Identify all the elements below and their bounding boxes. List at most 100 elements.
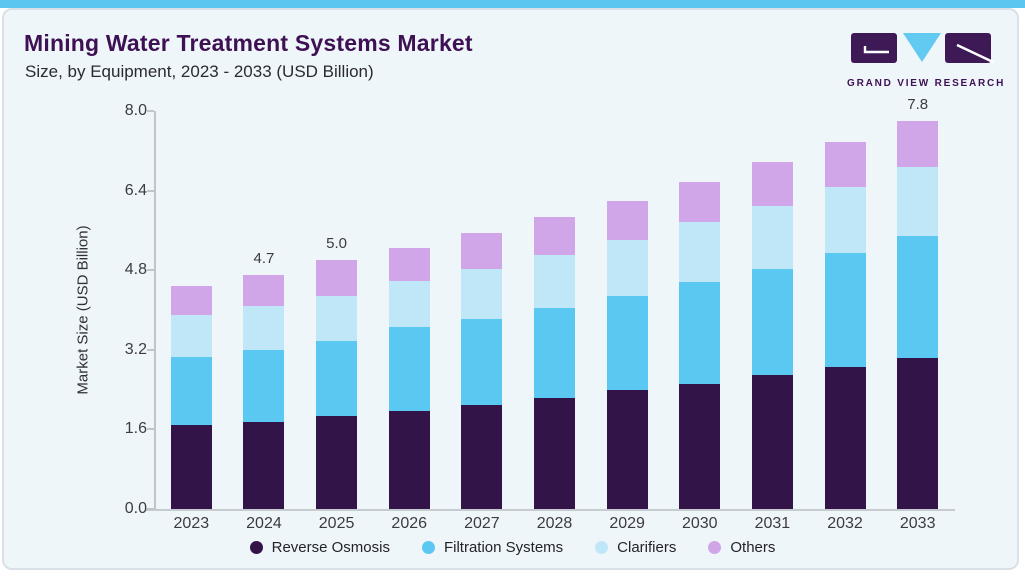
bar-segment-2025-clarifiers	[316, 295, 358, 341]
brand-logo: GRAND VIEW RESEARCH	[847, 30, 1006, 89]
x-axis-label-2025: 2025	[318, 515, 355, 532]
bar-segment-2029-others	[606, 200, 648, 241]
y-tick-label: 6.4	[124, 181, 147, 199]
bar-segment-2032-clarifiers	[824, 187, 866, 253]
page-subtitle: Size, by Equipment, 2023 - 2033 (USD Bil…	[25, 62, 374, 81]
legend-item-others: Others	[708, 539, 775, 556]
y-tick-label: 4.8	[124, 261, 147, 279]
bar-segment-2024-clarifiers	[243, 305, 285, 351]
gvr-logo-icon	[851, 33, 994, 64]
legend-swatch-icon	[595, 541, 609, 554]
bar-2030	[679, 181, 721, 509]
bar-segment-2028-clarifiers	[534, 254, 575, 308]
x-axis-label-2031: 2031	[754, 515, 791, 532]
bar-segment-2027-others	[461, 232, 503, 270]
legend-item-reverse-osmosis: Reverse Osmosis	[249, 539, 390, 556]
legend-label: Others	[730, 539, 776, 556]
bar-2027	[461, 232, 503, 509]
bar-segment-2025-others	[316, 260, 358, 296]
bar-segment-2024-others	[243, 275, 285, 306]
y-tick-mark	[147, 348, 154, 351]
x-axis-label-2027: 2027	[464, 515, 500, 532]
bar-value-label-2024: 4.7	[253, 250, 275, 268]
y-tick-mark	[147, 428, 154, 431]
x-axis-label-2030: 2030	[681, 515, 718, 532]
bar-segment-2025-filtration-systems	[316, 340, 358, 416]
bar-2031	[751, 162, 793, 509]
bar-2025	[316, 260, 358, 509]
bar-segment-2029-clarifiers	[606, 240, 648, 296]
y-axis-line	[154, 111, 156, 509]
bar-segment-2030-clarifiers	[679, 221, 721, 283]
bar-2029	[606, 200, 648, 509]
x-axis-line	[146, 509, 955, 511]
legend-swatch-icon	[249, 541, 263, 554]
bar-segment-2027-reverse-osmosis	[461, 404, 503, 509]
chart-legend: Reverse Osmosis Filtration Systems Clarifi…	[4, 539, 1021, 556]
x-axis-label-2028: 2028	[536, 515, 573, 532]
page-title: Mining Water Treatment Systems Market	[24, 30, 473, 56]
bar-segment-2031-reverse-osmosis	[751, 375, 793, 509]
bar-segment-2030-reverse-osmosis	[679, 383, 721, 509]
bar-segment-2029-filtration-systems	[606, 295, 648, 390]
bar-segment-2026-filtration-systems	[388, 327, 430, 411]
bar-segment-2026-reverse-osmosis	[388, 411, 430, 509]
y-tick-label: 8.0	[124, 102, 147, 119]
bar-segment-2023-others	[170, 286, 212, 315]
bar-segment-2033-clarifiers	[897, 167, 939, 237]
legend-label: Clarifiers	[617, 539, 677, 556]
bar-2028	[534, 217, 575, 509]
bar-segment-2024-filtration-systems	[243, 350, 285, 423]
bar-segment-2030-filtration-systems	[679, 282, 721, 384]
bar-segment-2031-clarifiers	[751, 205, 793, 269]
chart-card: Mining Water Treatment Systems Market Si…	[2, 8, 1019, 570]
x-axis-label-2024: 2024	[246, 515, 282, 532]
bar-segment-2029-reverse-osmosis	[606, 389, 648, 509]
bar-segment-2023-clarifiers	[170, 314, 212, 358]
y-tick-mark	[147, 110, 154, 112]
bar-segment-2028-filtration-systems	[534, 307, 575, 399]
bar-segment-2027-filtration-systems	[461, 319, 503, 405]
bar-segment-2032-others	[824, 142, 866, 188]
x-axis-label-2026: 2026	[391, 515, 428, 532]
bar-segment-2026-others	[388, 247, 430, 281]
x-axis-label-2033: 2033	[899, 515, 936, 532]
legend-swatch-icon	[708, 541, 722, 554]
y-axis-title: Market Size (USD Billion)	[74, 225, 92, 395]
legend-swatch-icon	[421, 541, 435, 554]
bar-segment-2032-filtration-systems	[824, 252, 866, 367]
y-tick-label: 0.0	[124, 500, 147, 517]
x-axis-label-2029: 2029	[609, 515, 645, 532]
stacked-bar-chart: Market Size (USD Billion) 0.0 1.6 3.2 4.8 6.…	[75, 96, 955, 532]
y-tick-mark	[147, 269, 154, 272]
bar-segment-2023-filtration-systems	[170, 357, 212, 426]
legend-item-clarifiers: Clarifiers	[595, 539, 676, 556]
y-tick-label: 1.6	[124, 420, 147, 438]
bar-2024	[243, 275, 285, 509]
bar-2032	[824, 142, 866, 509]
bar-segment-2030-others	[679, 181, 721, 222]
bar-segment-2032-reverse-osmosis	[824, 366, 866, 509]
bar-segment-2028-others	[534, 217, 575, 255]
bar-2026	[388, 247, 430, 509]
bar-segment-2027-clarifiers	[461, 269, 503, 320]
bar-segment-2028-reverse-osmosis	[534, 398, 575, 509]
bar-segment-2026-clarifiers	[388, 280, 430, 328]
legend-label: Reverse Osmosis	[271, 539, 390, 556]
x-axis-label-2023: 2023	[173, 515, 210, 532]
legend-label: Filtration Systems	[443, 539, 564, 556]
accent-topbar	[0, 0, 1025, 8]
y-tick-mark	[147, 189, 154, 192]
bar-value-label-2033: 7.8	[907, 95, 929, 113]
legend-item-filtration-systems: Filtration Systems	[421, 539, 564, 556]
x-axis-label-2032: 2032	[827, 515, 863, 532]
bar-2023	[170, 286, 212, 509]
bar-segment-2031-filtration-systems	[751, 268, 793, 376]
bar-segment-2033-filtration-systems	[897, 236, 939, 358]
bar-value-label-2025: 5.0	[326, 235, 347, 253]
bar-segment-2031-others	[751, 162, 793, 206]
brand-name: GRAND VIEW RESEARCH	[847, 78, 1006, 89]
bar-segment-2023-reverse-osmosis	[170, 425, 212, 509]
y-tick-label: 3.2	[124, 340, 147, 358]
bar-segment-2033-others	[897, 120, 939, 168]
